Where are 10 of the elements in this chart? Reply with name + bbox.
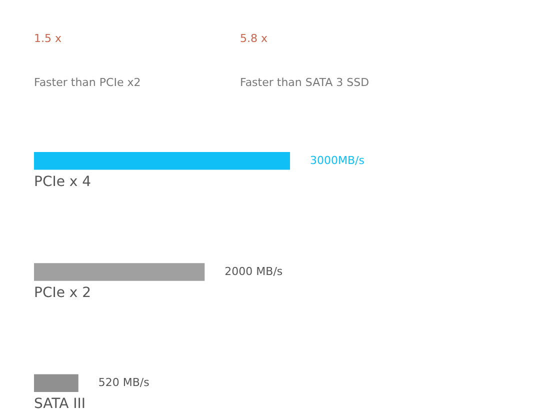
text: 1.5 x [34, 32, 62, 45]
text: 5.8 x [240, 32, 268, 45]
y-tick-label: PCIe x 4 [34, 174, 92, 190]
data-label: 520 MB/s [98, 376, 150, 390]
text: Faster than PCIe x2 [34, 76, 141, 89]
data-label: 3000MB/s [310, 154, 365, 167]
y-tick-label: PCIe x 2 [34, 285, 92, 301]
y-tick-label: SATA III [34, 396, 86, 409]
data-label: 2000 MB/s [224, 265, 283, 278]
text: Faster than SATA 3 SSD [240, 76, 370, 89]
